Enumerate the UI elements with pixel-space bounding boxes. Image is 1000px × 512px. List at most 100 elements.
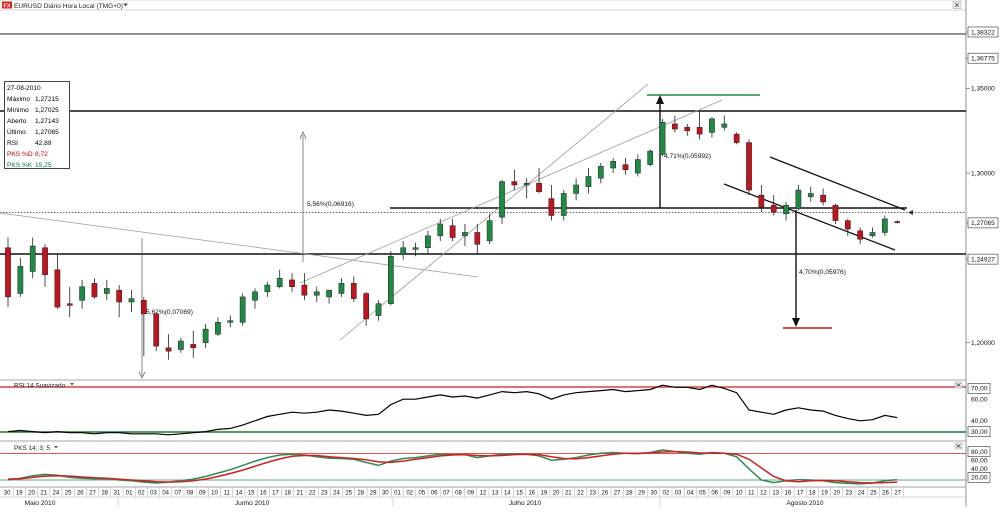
date-label: 29 — [638, 491, 645, 497]
date-label: 02 — [663, 491, 670, 497]
date-axis: 30 19 20 21 24 25 26 27 28 31 01 02 03 04 07 08 09 10 11 14… — [0, 487, 966, 507]
date-label: 01 — [394, 491, 401, 497]
candle — [622, 157, 629, 175]
last-price-marker — [908, 210, 913, 215]
candle — [894, 220, 901, 224]
candle-body — [511, 181, 518, 186]
info-value: 1,27143 — [35, 118, 59, 125]
date-label: 27 — [89, 491, 96, 497]
rsi-label-box — [967, 426, 991, 437]
candle-body — [276, 277, 283, 287]
date-label: 23 — [321, 491, 328, 497]
candle-body — [857, 230, 863, 240]
date-label: 08 — [455, 491, 462, 497]
rsi-axis-label: 60,00 — [971, 397, 988, 404]
measurement-labels: 5,56%(0,06916) 5,62%(0,07069) 4,71%(0,05… — [146, 153, 846, 316]
candle — [289, 273, 295, 292]
date-label: 03 — [150, 491, 157, 497]
candle-body — [190, 344, 197, 349]
pks-axis-tick: 80,00 — [967, 446, 991, 457]
info-label: Máximo — [7, 96, 31, 103]
date-label: 25 — [870, 491, 877, 497]
candle-body — [301, 284, 308, 296]
candle — [388, 251, 394, 306]
date-label: 12 — [760, 491, 767, 497]
info-value: 8,72 — [35, 151, 48, 158]
candle-body — [659, 121, 666, 155]
pks-close-icon[interactable] — [954, 442, 963, 450]
candle-body — [264, 284, 271, 293]
candle-body — [239, 296, 246, 323]
date-label: 29 — [370, 491, 377, 497]
candle-body — [116, 289, 123, 303]
candle-body — [499, 181, 505, 218]
date-label: 23 — [589, 491, 596, 497]
candle-body — [536, 183, 542, 193]
candle — [178, 337, 184, 353]
date-label: 06 — [711, 491, 718, 497]
candle-body — [770, 205, 777, 213]
date-label: 10 — [736, 491, 743, 497]
info-date: 27-08-2010 — [7, 85, 41, 92]
rsi-panel-title: RSI 14 Suavizado — [14, 383, 66, 390]
pks-axis-tick: 40,00 — [971, 466, 988, 473]
candle-body — [388, 255, 394, 304]
candle-body — [5, 247, 11, 298]
candle — [511, 169, 518, 191]
date-label: 20 — [28, 491, 35, 497]
pks-panel: PKS 14; 3; 5 — [0, 442, 966, 485]
candle-body — [795, 189, 802, 209]
candle-body — [449, 225, 456, 238]
candle — [659, 118, 666, 157]
rsi-axis-tick: 70,00 — [967, 383, 991, 394]
candle-body — [141, 300, 147, 315]
candle-body — [746, 142, 752, 191]
close-icon[interactable] — [952, 1, 962, 9]
candle-body — [338, 283, 345, 294]
candle — [733, 132, 740, 145]
candle — [301, 273, 308, 301]
candle — [128, 290, 135, 313]
info-label: Último — [7, 129, 26, 136]
candle — [412, 242, 419, 257]
info-row: Último 1,27065 — [7, 127, 67, 138]
title-dropdown-icon[interactable] — [123, 3, 128, 7]
candle-body — [696, 127, 703, 135]
candle — [672, 115, 678, 133]
date-label: 08 — [187, 491, 194, 497]
info-value: 1,27215 — [35, 96, 59, 103]
title-bar — [0, 0, 967, 11]
candle — [153, 312, 160, 352]
date-label: 28 — [358, 491, 365, 497]
date-label: 05 — [699, 491, 706, 497]
support-resistance-lines — [0, 33, 966, 255]
date-label: 20 — [833, 491, 840, 497]
month-label: Maio 2010 — [25, 500, 56, 507]
date-label: 18 — [809, 491, 816, 497]
price-axis-label: 1,27065 — [971, 220, 995, 227]
rsi-close-icon[interactable] — [954, 381, 963, 389]
date-label: 20 — [553, 491, 560, 497]
price-axis-tick: 1,36775 — [966, 52, 999, 64]
rsi-dropdown-icon[interactable] — [70, 383, 74, 386]
pks-dropdown-icon[interactable] — [54, 446, 58, 449]
candle-body — [412, 247, 419, 250]
price-axis-label: 1,24927 — [971, 256, 995, 263]
info-rows: Máximo 1,27215 Mínimo 1,27025 Aberto 1,27143 Ú… — [7, 94, 67, 171]
candle — [721, 115, 728, 131]
pks-d-line — [7, 450, 898, 484]
pks-axis-tick: 20,00 — [967, 472, 991, 483]
candle-body — [326, 289, 332, 298]
date-label: 04 — [162, 491, 169, 497]
candle — [29, 237, 36, 279]
info-label: RSI — [7, 140, 18, 147]
app-logo-text: FX — [3, 3, 10, 9]
app-logo-icon — [2, 1, 12, 9]
candle-body — [79, 286, 85, 301]
date-label: 26 — [882, 491, 889, 497]
candle-body — [523, 183, 530, 186]
candle-body — [894, 221, 901, 224]
date-label: 16 — [785, 491, 792, 497]
candle-body — [375, 303, 382, 316]
price-axis-label: 1,20000 — [971, 340, 995, 347]
